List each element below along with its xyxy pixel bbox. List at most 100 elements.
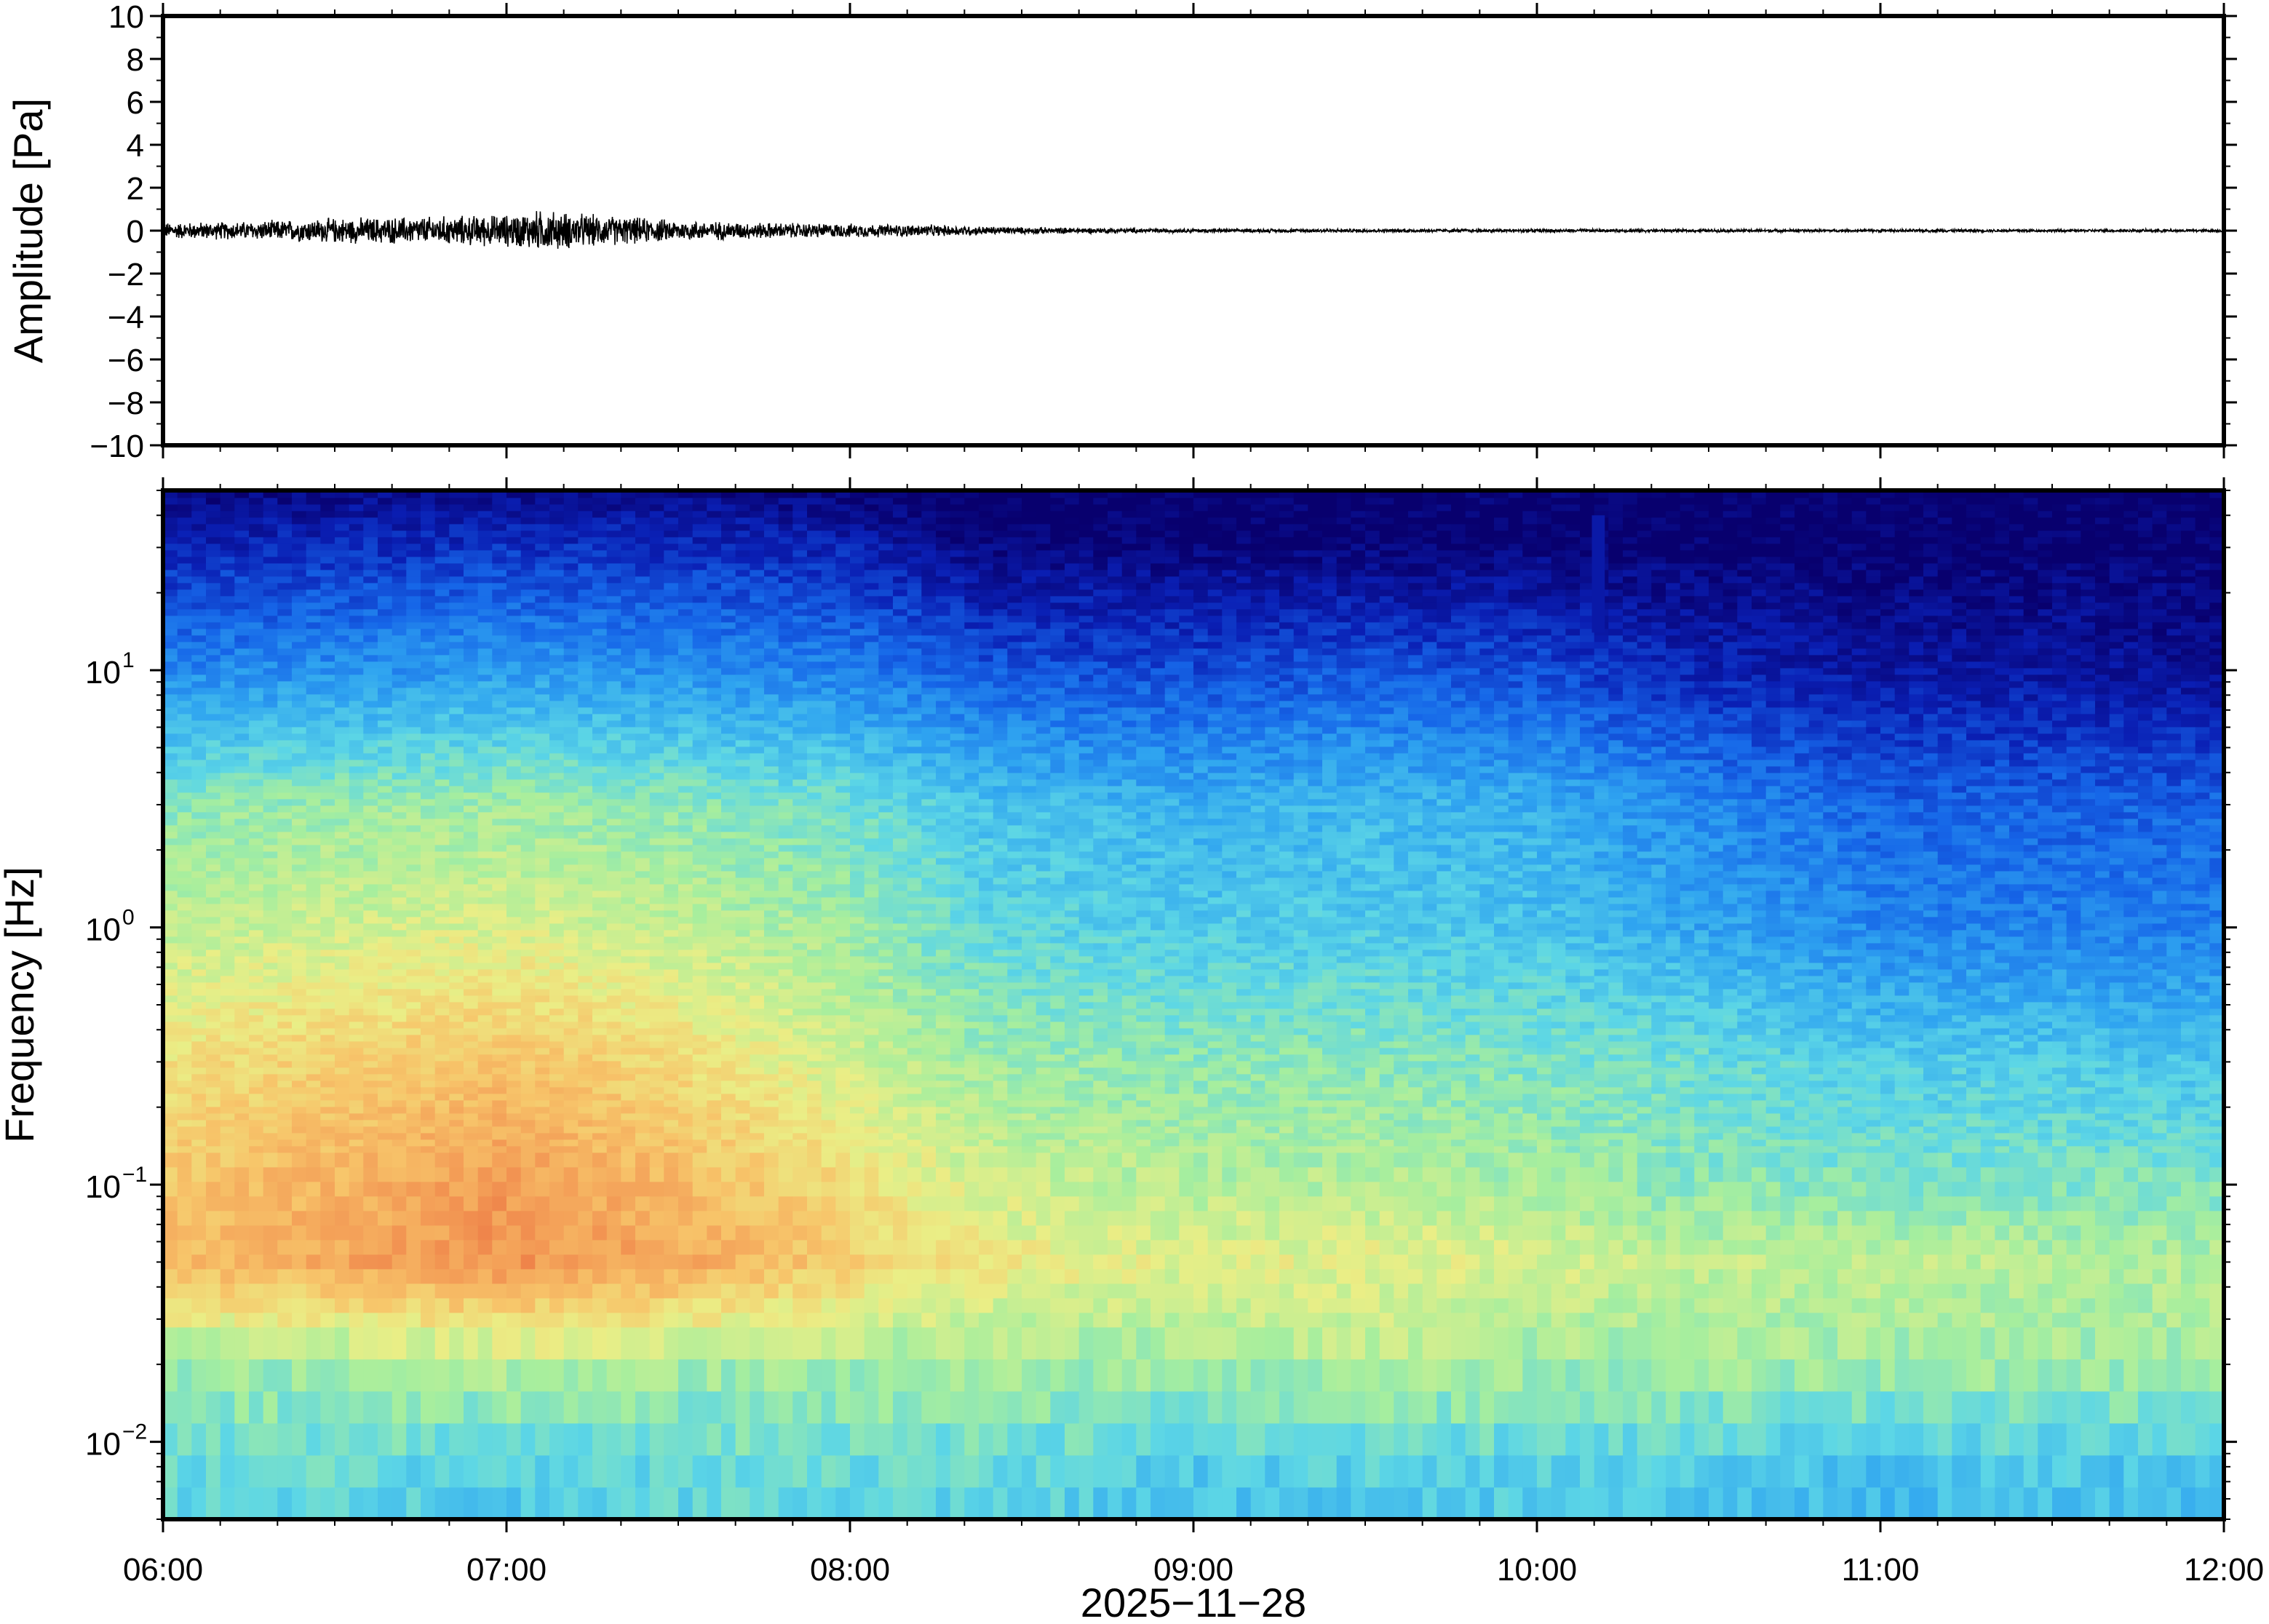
spectrogram-cell [277, 642, 293, 649]
spectrogram-cell [606, 707, 621, 715]
spectrogram-cell [263, 1146, 278, 1153]
spectrogram-cell [320, 812, 335, 819]
spectrogram-cell [649, 583, 664, 590]
spectrogram-cell [592, 668, 608, 675]
spectrogram-cell [292, 1035, 307, 1042]
spectrogram-cell [592, 1196, 608, 1211]
spectrogram-cell [220, 1008, 235, 1016]
spectrogram-cell [492, 910, 507, 918]
spectrogram-cell [492, 602, 507, 610]
spectrogram-cell [163, 635, 178, 642]
spectrogram-cell [477, 950, 493, 957]
spectrogram-cell [263, 727, 278, 734]
spectrogram-cell [592, 1225, 608, 1241]
spectrogram-cell [363, 707, 378, 715]
spectrogram-cell [464, 688, 479, 695]
spectrogram-cell [434, 622, 450, 629]
spectrogram-cell [664, 1080, 679, 1088]
spectrogram-cell [520, 537, 536, 544]
spectrogram-cell [191, 629, 207, 636]
spectrogram-cell [549, 1196, 565, 1211]
spectrogram-cell [520, 1100, 536, 1107]
spectrogram-cell [206, 1041, 221, 1048]
spectrogram-cell [549, 779, 565, 787]
spectrogram-cell [335, 714, 350, 721]
spectrogram-cell [363, 936, 378, 944]
spectrogram-cell [335, 936, 350, 944]
spectrogram-cell [234, 1048, 250, 1055]
spectrogram-cell [606, 668, 621, 675]
spectrogram-cell [707, 550, 722, 557]
spectrogram-cell [578, 498, 593, 505]
spectrogram-cell [177, 851, 192, 859]
spectrogram-cell [535, 760, 550, 767]
spectrogram-cell [220, 904, 235, 911]
spectrogram-cell [477, 943, 493, 950]
spectrogram-cell [492, 1182, 507, 1197]
spectrogram-cell [520, 1487, 536, 1519]
spectrogram-cell [578, 1113, 593, 1121]
spectrogram-cell [434, 773, 450, 780]
spectrogram-cell [206, 825, 221, 832]
spectrogram-cell [449, 655, 464, 662]
spectrogram-cell [177, 661, 192, 669]
spectrogram-cell [320, 1423, 335, 1456]
spectrogram-cell [363, 1120, 378, 1127]
spectrogram-cell [735, 1113, 750, 1121]
spectrogram-cell [421, 1225, 436, 1241]
spectrogram-cell [592, 1211, 608, 1226]
spectrogram-cell [520, 1126, 536, 1134]
spectrogram-cell [392, 845, 407, 852]
spectrogram-cell [621, 537, 636, 544]
spectrogram-cell [492, 714, 507, 721]
spectrogram-cell [163, 760, 178, 767]
spectrogram-cell [306, 904, 321, 911]
spectrogram-cell [692, 943, 707, 950]
spectrogram-cell [335, 1067, 350, 1075]
spectrogram-cell [477, 897, 493, 904]
spectrogram-cell [477, 635, 493, 642]
spectrogram-cell [363, 648, 378, 656]
spectrogram-cell [664, 602, 679, 610]
spectrogram-cell [263, 576, 278, 584]
spectrogram-cell [721, 655, 736, 662]
spectrogram-cell [506, 720, 522, 728]
spectrogram-cell [578, 904, 593, 911]
spectrogram-cell [477, 576, 493, 584]
spectrogram-cell [406, 1327, 421, 1360]
spectrogram-cell [378, 720, 393, 728]
spectrogram-cell [721, 1015, 736, 1022]
spectrogram-cell [535, 1015, 550, 1022]
spectrogram-cell [206, 1211, 221, 1226]
spectrogram-cell [678, 616, 694, 623]
spectrogram-cell [392, 825, 407, 832]
spectrogram-cell [234, 701, 250, 708]
spectrogram-cell [249, 504, 264, 512]
spectrogram-cell [406, 825, 421, 832]
spectrogram-cell [707, 786, 722, 793]
spectrogram-cell [349, 544, 364, 551]
spectrogram-cell [449, 642, 464, 649]
spectrogram-cell [449, 740, 464, 747]
spectrogram-cell [163, 504, 178, 512]
spectrogram-cell [549, 727, 565, 734]
spectrogram-cell [449, 1113, 464, 1121]
spectrogram-cell [292, 969, 307, 976]
spectrogram-cell [306, 498, 321, 505]
spectrogram-cell [664, 557, 679, 564]
spectrogram-cell [520, 963, 536, 970]
spectrogram-cell [592, 838, 608, 845]
spectrogram-cell [707, 714, 722, 721]
spectrogram-cell [664, 1067, 679, 1075]
spectrogram-cell [177, 563, 192, 570]
spectrogram-cell [277, 733, 293, 741]
spectrogram-cell [664, 1196, 679, 1211]
spectrogram-cell [678, 576, 694, 584]
spectrogram-cell [434, 524, 450, 531]
spectrogram-cell [721, 524, 736, 531]
spectrogram-cell [678, 688, 694, 695]
spectrogram-cell [477, 773, 493, 780]
spectrogram-cell [464, 1283, 479, 1299]
spectrogram-cell [349, 1455, 364, 1488]
spectrogram-cell [520, 498, 536, 505]
